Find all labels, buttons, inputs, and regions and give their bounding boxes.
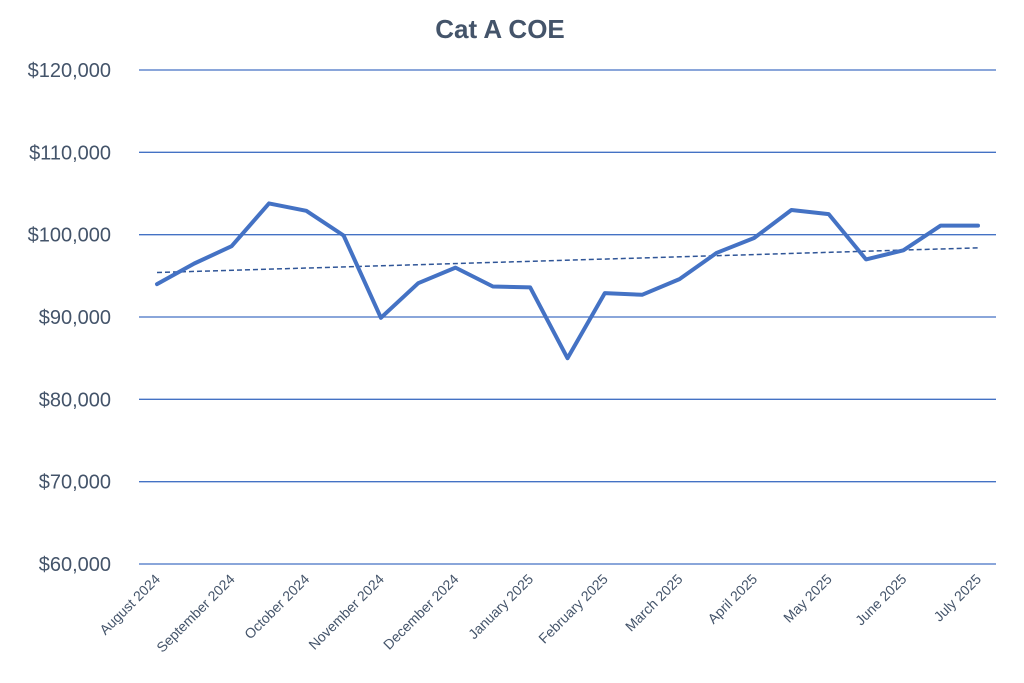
x-tick-label: May 2025	[780, 571, 835, 626]
data-point	[341, 232, 347, 238]
data-point	[266, 200, 272, 206]
data-point	[527, 284, 533, 290]
x-tick-label: December 2024	[380, 571, 462, 653]
linear-trendline	[156, 247, 979, 274]
data-point	[602, 290, 608, 296]
data-point	[490, 284, 496, 290]
data-point	[154, 281, 160, 287]
x-tick-label: November 2024	[305, 571, 387, 653]
data-point	[900, 247, 906, 253]
data-point	[975, 223, 981, 229]
data-point	[751, 235, 757, 241]
data-point	[453, 265, 459, 271]
x-tick-label: June 2025	[852, 571, 910, 629]
y-tick-label: $90,000	[39, 307, 111, 329]
y-tick-label: $60,000	[39, 554, 111, 576]
chart-title: Cat A COE	[435, 14, 565, 44]
x-tick-label: October 2024	[241, 571, 312, 642]
series-layer	[154, 200, 981, 361]
series-line	[155, 201, 980, 361]
data-point	[788, 207, 794, 213]
y-tick-label: $120,000	[28, 60, 111, 82]
x-tick-label: September 2024	[153, 571, 238, 656]
x-tick-label: March 2025	[622, 571, 686, 635]
data-point	[826, 211, 832, 217]
trendline-layer	[156, 247, 979, 274]
data-point	[229, 243, 235, 249]
y-tick-label: $100,000	[28, 225, 111, 247]
data-point	[191, 260, 197, 266]
y-axis-tick-labels: $60,000 $70,000 $80,000 $90,000 $100,000 $110…	[28, 60, 111, 576]
data-point	[415, 280, 421, 286]
data-point	[714, 250, 720, 256]
data-point	[303, 208, 309, 214]
data-point	[938, 223, 944, 229]
x-tick-label: January 2025	[465, 571, 536, 642]
x-tick-label: August 2024	[96, 571, 163, 638]
x-tick-label: February 2025	[535, 571, 611, 647]
data-point	[378, 315, 384, 321]
x-tick-label: April 2025	[704, 571, 760, 627]
data-point	[639, 292, 645, 298]
y-tick-label: $110,000	[29, 142, 111, 164]
y-tick-label: $80,000	[39, 389, 111, 411]
data-point	[676, 276, 682, 282]
gridlines	[139, 69, 996, 565]
data-point	[863, 256, 869, 262]
y-tick-label: $70,000	[39, 472, 111, 494]
x-tick-label: July 2025	[930, 571, 984, 625]
data-point	[565, 355, 571, 361]
